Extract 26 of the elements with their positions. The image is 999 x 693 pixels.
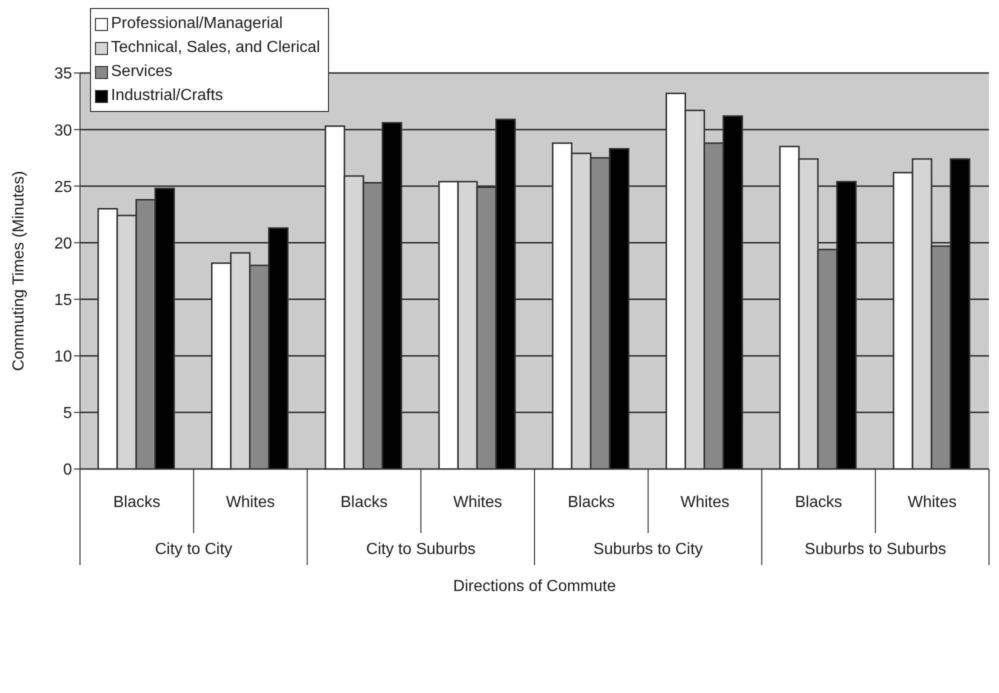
x-tick-label: Whites (908, 494, 957, 511)
x-axis-title: Directions of Commute (453, 578, 616, 595)
y-tick-label: 15 (54, 292, 72, 309)
y-tick-label: 0 (63, 462, 72, 479)
y-tick-label: 5 (63, 405, 72, 422)
legend-label: Industrial/Crafts (111, 87, 224, 105)
text: City to City (154, 541, 232, 558)
y-tick-label: 35 (54, 66, 72, 83)
y-tick-label: 20 (54, 235, 72, 252)
y-axis-title: Commuting Times (Minutes) (10, 170, 28, 372)
x-tick-label: Blacks (340, 494, 388, 511)
text: Suburbs to City (593, 541, 703, 558)
y-tick-label: 25 (54, 178, 72, 196)
y-tick-label: 30 (54, 122, 72, 140)
x-tick-label: Whites (453, 494, 502, 511)
text: Suburbs to Suburbs (804, 541, 946, 558)
legend-label: Services (111, 63, 172, 81)
legend-label: Professional/Managerial (111, 15, 283, 33)
x-tick-label: Blacks (568, 494, 615, 511)
legend-label: Technical, Sales, and Clerical (111, 39, 320, 57)
x-tick-label: Whites (680, 494, 730, 511)
y-tick-label: 10 (54, 348, 72, 366)
text: City to Suburbs (366, 541, 476, 558)
x-tick-label: Blacks (113, 494, 160, 511)
x-tick-label: Blacks (795, 494, 842, 511)
x-tick-label: Whites (226, 494, 275, 511)
